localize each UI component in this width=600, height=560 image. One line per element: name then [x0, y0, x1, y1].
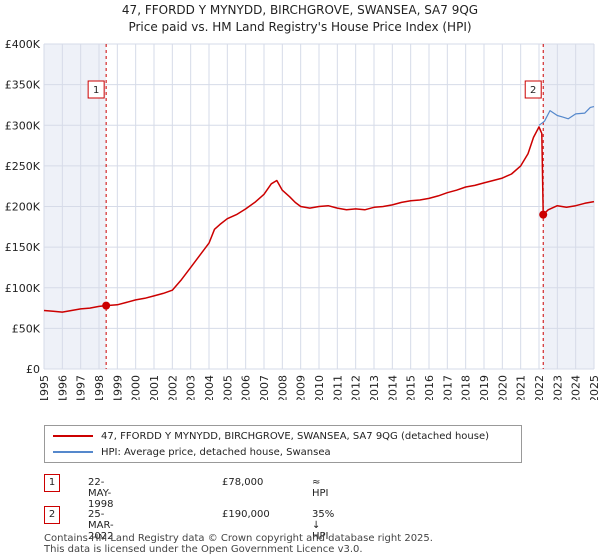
transaction-hpi-relation: 35% ↓ HPI: [312, 509, 335, 542]
property-price-line: [43, 126, 595, 313]
legend-label-hpi: HPI: Average price, detached house, Swan…: [101, 446, 331, 458]
x-tick-label: 2019: [478, 375, 491, 400]
legend-label-property: 47, FFORDD Y MYNYDD, BIRCHGROVE, SWANSEA…: [101, 430, 489, 442]
x-tick-label: 2016: [423, 375, 436, 400]
chart-subtitle: Price paid vs. HM Land Registry's House …: [128, 20, 472, 34]
legend-entry-hpi: HPI: Average price, detached house, Swan…: [53, 444, 331, 460]
transaction-price: £78,000: [222, 477, 264, 488]
legend-swatch-property: [53, 435, 93, 437]
transaction-marker-label: 1: [93, 85, 99, 96]
y-tick-label: £300K: [5, 119, 41, 132]
y-tick-label: £400K: [5, 38, 41, 51]
x-tick-label: 2021: [515, 375, 528, 400]
transaction-marker-label: 2: [530, 85, 536, 96]
y-tick-label: £350K: [5, 79, 41, 92]
transaction-marker-box: [524, 80, 542, 99]
hpi-line: [538, 106, 595, 126]
x-tick-label: 2001: [148, 375, 161, 400]
x-tick-label: 2005: [221, 375, 234, 400]
footer-license: This data is licensed under the Open Gov…: [44, 544, 363, 555]
y-tick-label: £0: [26, 363, 40, 376]
x-tick-label: 1997: [75, 375, 88, 400]
x-tick-label: 2000: [130, 375, 143, 400]
x-tick-label: 2006: [240, 375, 253, 400]
x-tick-label: 1998: [93, 375, 106, 400]
transaction-hpi-relation: ≈ HPI: [312, 477, 329, 499]
transaction-point: [102, 301, 111, 310]
x-tick-label: 2002: [166, 375, 179, 400]
x-tick-label: 2003: [185, 375, 198, 400]
x-tick-label: 2014: [386, 375, 399, 400]
y-tick-label: £200K: [5, 201, 41, 214]
transaction-date: 25-MAR-2022: [88, 509, 114, 542]
x-tick-label: 2010: [313, 375, 326, 400]
transaction-date: 22-MAY-1998: [88, 477, 114, 510]
x-tick-label: 2024: [570, 375, 583, 400]
x-tick-label: 2008: [276, 375, 289, 400]
x-tick-label: 1996: [56, 375, 69, 400]
x-tick-label: 2015: [405, 375, 418, 400]
x-tick-label: 1995: [38, 375, 51, 400]
transaction-price: £190,000: [222, 509, 270, 520]
x-tick-label: 2009: [295, 375, 308, 400]
transaction-number: 2: [44, 506, 60, 524]
y-tick-label: £50K: [12, 322, 41, 335]
y-tick-label: £250K: [5, 160, 41, 173]
x-tick-label: 2011: [331, 375, 344, 400]
x-tick-label: 2022: [533, 375, 546, 400]
x-tick-label: 2012: [350, 375, 363, 400]
x-tick-label: 2025: [588, 375, 600, 400]
y-tick-label: £150K: [5, 241, 41, 254]
x-tick-label: 2018: [460, 375, 473, 400]
x-tick-label: 2017: [441, 375, 454, 400]
legend-entry-property: 47, FFORDD Y MYNYDD, BIRCHGROVE, SWANSEA…: [53, 428, 489, 444]
transaction-number: 1: [44, 474, 60, 492]
x-tick-label: 2004: [203, 375, 216, 400]
x-tick-label: 2007: [258, 375, 271, 400]
x-tick-label: 2013: [368, 375, 381, 400]
price-chart: £0 £50K £100K £150K £200K £250K £300K £350K £400…: [5, 38, 600, 400]
x-tick-label: 2023: [551, 375, 564, 400]
x-tick-label: 1999: [111, 375, 124, 400]
legend-swatch-hpi: [53, 451, 93, 453]
legend: 47, FFORDD Y MYNYDD, BIRCHGROVE, SWANSEA…: [44, 425, 522, 463]
transaction-point: [539, 210, 548, 219]
chart-title: 47, FFORDD Y MYNYDD, BIRCHGROVE, SWANSEA…: [121, 3, 479, 17]
transaction-marker-box: [87, 80, 105, 99]
y-tick-label: £100K: [5, 282, 41, 295]
footer-copyright: Contains HM Land Registry data © Crown c…: [44, 533, 433, 544]
x-tick-label: 2020: [496, 375, 509, 400]
